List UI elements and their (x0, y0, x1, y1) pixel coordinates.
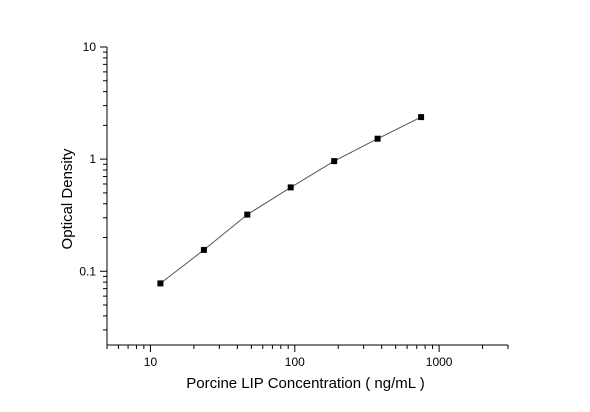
data-series (157, 114, 425, 287)
x-axis-title: Porcine LIP Concentration ( ng/mL ) (186, 375, 424, 392)
x-tick-label: 1000 (426, 355, 453, 369)
y-tick-label: 0.1 (79, 264, 96, 278)
y-tick-label: 10 (83, 40, 97, 54)
data-point-marker (157, 280, 164, 287)
data-point-marker (374, 135, 381, 142)
y-axis-title: Optical Density (59, 148, 76, 249)
x-tick-label: 10 (144, 355, 158, 369)
x-tick-label: 100 (285, 355, 305, 369)
data-point-marker (331, 158, 338, 165)
axes: 10 100 1000 0.1 1 10 (79, 40, 509, 369)
series-line (160, 116, 422, 284)
data-point-marker (200, 246, 207, 253)
y-tick-label: 1 (89, 152, 96, 166)
data-point-marker (244, 211, 251, 218)
data-point-marker (287, 184, 294, 191)
data-point-marker (418, 114, 425, 121)
